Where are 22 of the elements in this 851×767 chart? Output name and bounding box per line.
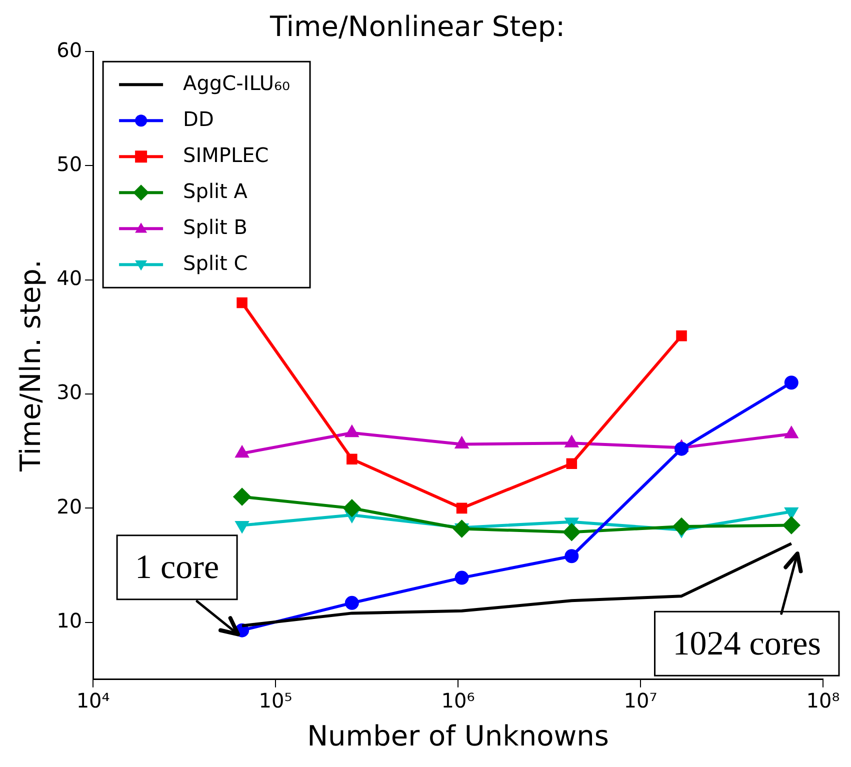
x-tick-label: 10⁶ [441, 688, 475, 713]
y-axis-title: Time/Nln. step. [14, 260, 48, 472]
y-tick-label: 20 [56, 494, 82, 518]
x-tick-label: 10⁵ [258, 688, 292, 713]
x-tick-label: 10⁸ [806, 688, 840, 713]
x-tick-label: 10⁴ [76, 688, 110, 713]
y-tick-label: 30 [56, 380, 82, 404]
y-tick-label: 10 [56, 608, 82, 633]
y-tick-label: 40 [56, 266, 82, 290]
x-axis-title: Number of Unknowns [307, 719, 609, 752]
legend-label: Split A [183, 178, 248, 203]
annotation: 1 core [135, 549, 220, 586]
legend-label: Split C [183, 250, 248, 275]
legend-label: DD [183, 106, 214, 131]
legend-label: SIMPLEC [183, 142, 269, 167]
y-tick-label: 50 [56, 152, 82, 176]
legend-label: Split B [183, 214, 248, 239]
x-tick-label: 10⁷ [624, 688, 658, 713]
chart-title: Time/Nonlinear Step: [268, 10, 566, 44]
legend-label: AggC-ILU₆₀ [183, 70, 290, 95]
annotation: 1024 cores [672, 625, 822, 662]
y-tick-label: 60 [56, 38, 82, 62]
